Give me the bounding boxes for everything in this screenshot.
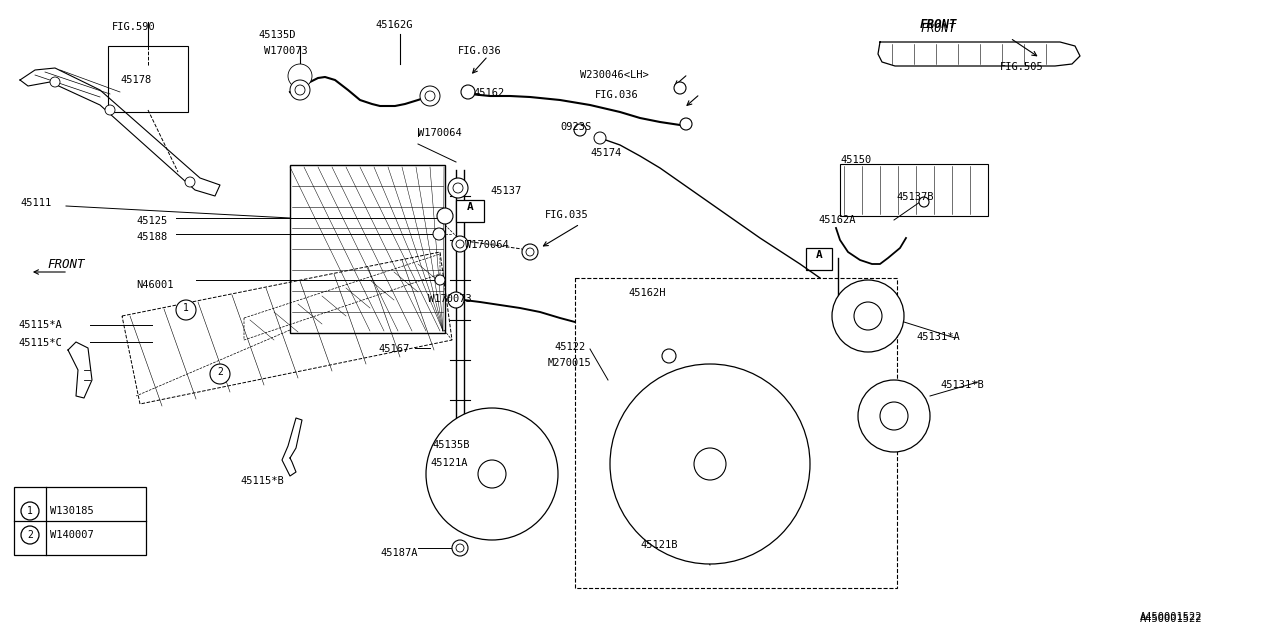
Circle shape <box>186 177 195 187</box>
Text: W170073: W170073 <box>428 294 472 304</box>
Text: 45162A: 45162A <box>818 215 855 225</box>
Circle shape <box>694 448 726 480</box>
Text: FIG.505: FIG.505 <box>1000 62 1043 72</box>
Circle shape <box>611 364 810 564</box>
Text: 45115*C: 45115*C <box>18 338 61 348</box>
Text: 0923S: 0923S <box>561 122 591 132</box>
Text: W140007: W140007 <box>50 530 93 540</box>
Text: A450001522: A450001522 <box>1140 614 1202 624</box>
Text: 45162: 45162 <box>474 88 504 98</box>
Circle shape <box>526 248 534 256</box>
Text: FIG.035: FIG.035 <box>545 210 589 220</box>
Circle shape <box>50 77 60 87</box>
Bar <box>14 487 146 555</box>
Circle shape <box>288 64 312 88</box>
Text: W170073: W170073 <box>264 46 307 56</box>
Text: 45125: 45125 <box>136 216 168 226</box>
Text: N46001: N46001 <box>136 280 174 290</box>
Circle shape <box>680 118 692 130</box>
Text: 2: 2 <box>218 367 223 377</box>
Text: W170064: W170064 <box>465 240 508 250</box>
Circle shape <box>522 244 538 260</box>
Text: 2: 2 <box>27 530 33 540</box>
Circle shape <box>294 85 305 95</box>
Circle shape <box>452 236 468 252</box>
Circle shape <box>177 300 196 320</box>
Text: FRONT: FRONT <box>920 18 957 31</box>
Bar <box>575 278 897 588</box>
Circle shape <box>594 132 605 144</box>
Bar <box>108 46 188 112</box>
Text: 45174: 45174 <box>590 148 621 158</box>
Text: 1: 1 <box>27 506 33 516</box>
Circle shape <box>293 69 307 83</box>
Text: 45137B: 45137B <box>896 192 933 202</box>
Text: FRONT: FRONT <box>47 258 84 271</box>
Circle shape <box>425 91 435 101</box>
Text: W230046<LH>: W230046<LH> <box>580 70 649 80</box>
Text: FIG.590: FIG.590 <box>113 22 156 32</box>
Circle shape <box>919 197 929 207</box>
Circle shape <box>854 302 882 330</box>
Bar <box>840 164 988 216</box>
Text: W170064: W170064 <box>419 128 462 138</box>
Circle shape <box>477 460 506 488</box>
Circle shape <box>436 208 453 224</box>
Text: A: A <box>815 250 822 260</box>
Circle shape <box>420 86 440 106</box>
Text: A450001522: A450001522 <box>1140 612 1202 622</box>
Text: M270015: M270015 <box>548 358 591 368</box>
Text: 45111: 45111 <box>20 198 51 208</box>
Text: 45162G: 45162G <box>375 20 412 30</box>
Bar <box>456 200 484 222</box>
Text: 45135B: 45135B <box>433 440 470 450</box>
Circle shape <box>448 292 465 308</box>
Circle shape <box>881 402 908 430</box>
Circle shape <box>452 540 468 556</box>
Text: 45188: 45188 <box>136 232 168 242</box>
Text: 45167: 45167 <box>378 344 410 354</box>
Circle shape <box>858 380 931 452</box>
Text: 45150: 45150 <box>840 155 872 165</box>
Circle shape <box>456 240 465 248</box>
Text: FIG.036: FIG.036 <box>458 46 502 56</box>
Text: 45122: 45122 <box>554 342 585 352</box>
Text: 45135D: 45135D <box>259 30 296 40</box>
Circle shape <box>461 85 475 99</box>
Text: FIG.036: FIG.036 <box>595 90 639 100</box>
Text: FRONT: FRONT <box>920 22 956 35</box>
Circle shape <box>20 526 38 544</box>
Circle shape <box>291 80 310 100</box>
Circle shape <box>435 275 445 285</box>
Text: 45178: 45178 <box>120 75 151 85</box>
Text: 45121A: 45121A <box>430 458 467 468</box>
Text: 45115*A: 45115*A <box>18 320 61 330</box>
Circle shape <box>20 502 38 520</box>
Text: 45121B: 45121B <box>640 540 677 550</box>
Circle shape <box>448 178 468 198</box>
Text: 45187A: 45187A <box>380 548 417 558</box>
Circle shape <box>105 105 115 115</box>
Text: 1: 1 <box>183 303 189 313</box>
Circle shape <box>456 544 465 552</box>
Circle shape <box>675 82 686 94</box>
Circle shape <box>210 364 230 384</box>
Circle shape <box>426 408 558 540</box>
Circle shape <box>453 183 463 193</box>
Circle shape <box>832 280 904 352</box>
Circle shape <box>433 228 445 240</box>
Text: 45137: 45137 <box>490 186 521 196</box>
Text: 45115*B: 45115*B <box>241 476 284 486</box>
Circle shape <box>662 349 676 363</box>
Text: W130185: W130185 <box>50 506 93 516</box>
Text: A: A <box>467 202 474 212</box>
Bar <box>806 248 832 270</box>
Text: 45131*A: 45131*A <box>916 332 960 342</box>
Text: 45162H: 45162H <box>628 288 666 298</box>
Bar <box>291 165 445 333</box>
Circle shape <box>573 124 586 136</box>
Text: 45131*B: 45131*B <box>940 380 984 390</box>
